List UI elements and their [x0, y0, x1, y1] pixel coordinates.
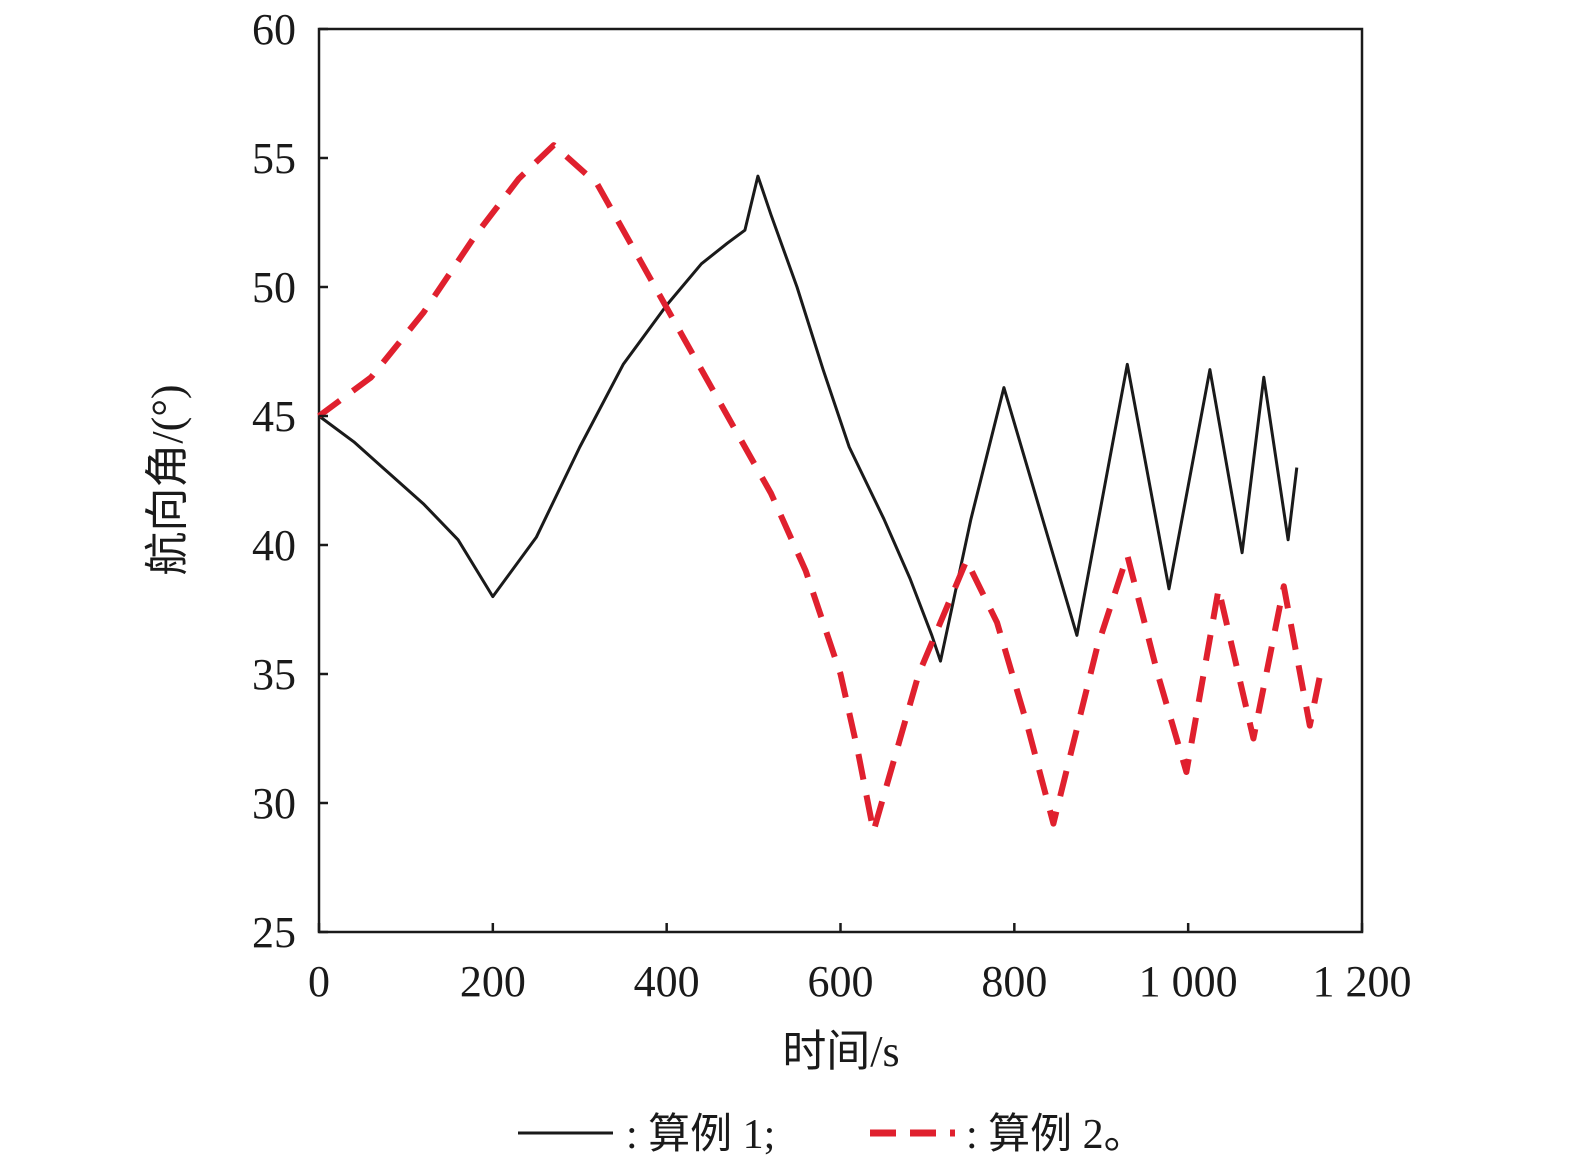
x-tick-label: 200 [460, 957, 526, 1006]
y-tick-label: 25 [252, 908, 296, 957]
x-tick-label: 800 [981, 957, 1047, 1006]
y-tick-label: 45 [252, 392, 296, 441]
y-tick-label: 60 [252, 5, 296, 54]
legend: : 算例 1; : 算例 2。 [518, 1112, 1146, 1158]
y-tick-label: 35 [252, 650, 296, 699]
x-tick-label: 400 [634, 957, 700, 1006]
series-line-1 [318, 174, 1299, 663]
y-tick-label: 40 [252, 521, 296, 570]
y-axis-title: 航向角/(°) [143, 384, 192, 575]
ticks-layer [317, 27, 1364, 934]
y-tick-label: 55 [252, 134, 296, 183]
x-tick-label: 600 [808, 957, 874, 1006]
tick-labels-layer: 0 200 400 600 800 1 000 1 200 25 30 35 40 45 50 55 60 [252, 5, 1412, 1006]
x-axis-title: 时间/s [782, 1027, 899, 1076]
plot-frame [317, 27, 1364, 934]
x-tick-label: 1 200 [1313, 957, 1412, 1006]
x-tick-label: 0 [308, 957, 330, 1006]
series-line-2 [317, 142, 1324, 835]
y-tick-label: 50 [252, 263, 296, 312]
legend-label-series-1: : 算例 1; [626, 1112, 775, 1158]
legend-label-series-2: : 算例 2。 [966, 1112, 1146, 1158]
y-tick-label: 30 [252, 779, 296, 828]
x-tick-label: 1 000 [1139, 957, 1238, 1006]
series-layer [317, 142, 1324, 835]
